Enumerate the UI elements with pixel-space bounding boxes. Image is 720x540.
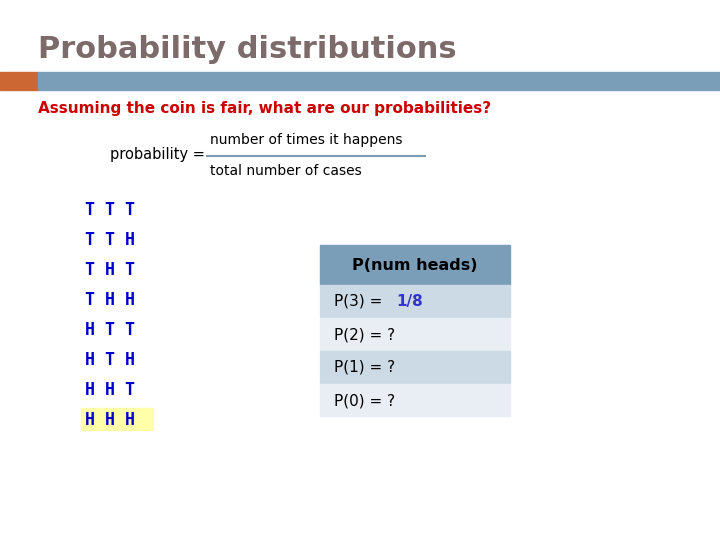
Text: Assuming the coin is fair, what are our probabilities?: Assuming the coin is fair, what are our … bbox=[38, 100, 491, 116]
Bar bbox=[38, 72, 720, 90]
Text: number of times it happens: number of times it happens bbox=[210, 133, 402, 147]
Text: P(1) = ?: P(1) = ? bbox=[334, 360, 395, 375]
Bar bbox=[320, 245, 510, 285]
Bar bbox=[320, 351, 510, 383]
Bar bbox=[320, 285, 510, 317]
Bar bbox=[320, 384, 510, 416]
Text: H T T: H T T bbox=[85, 321, 135, 339]
Text: H H H: H H H bbox=[85, 411, 135, 429]
Text: Probability distributions: Probability distributions bbox=[38, 36, 456, 64]
Text: T T H: T T H bbox=[85, 231, 135, 249]
Text: H H T: H H T bbox=[85, 381, 135, 399]
Text: H T H: H T H bbox=[85, 351, 135, 369]
Text: T H T: T H T bbox=[85, 261, 135, 279]
Text: 1/8: 1/8 bbox=[396, 294, 423, 309]
Bar bbox=[0, 72, 38, 90]
Text: P(2) = ?: P(2) = ? bbox=[334, 327, 395, 342]
Text: P(num heads): P(num heads) bbox=[352, 258, 478, 273]
Text: T T T: T T T bbox=[85, 201, 135, 219]
Text: P(3) =: P(3) = bbox=[334, 294, 387, 309]
Text: P(0) = ?: P(0) = ? bbox=[334, 393, 395, 408]
Bar bbox=[320, 318, 510, 350]
Text: probability =: probability = bbox=[110, 147, 210, 163]
Text: total number of cases: total number of cases bbox=[210, 164, 361, 178]
Text: T H H: T H H bbox=[85, 291, 135, 309]
Bar bbox=[81, 408, 153, 430]
